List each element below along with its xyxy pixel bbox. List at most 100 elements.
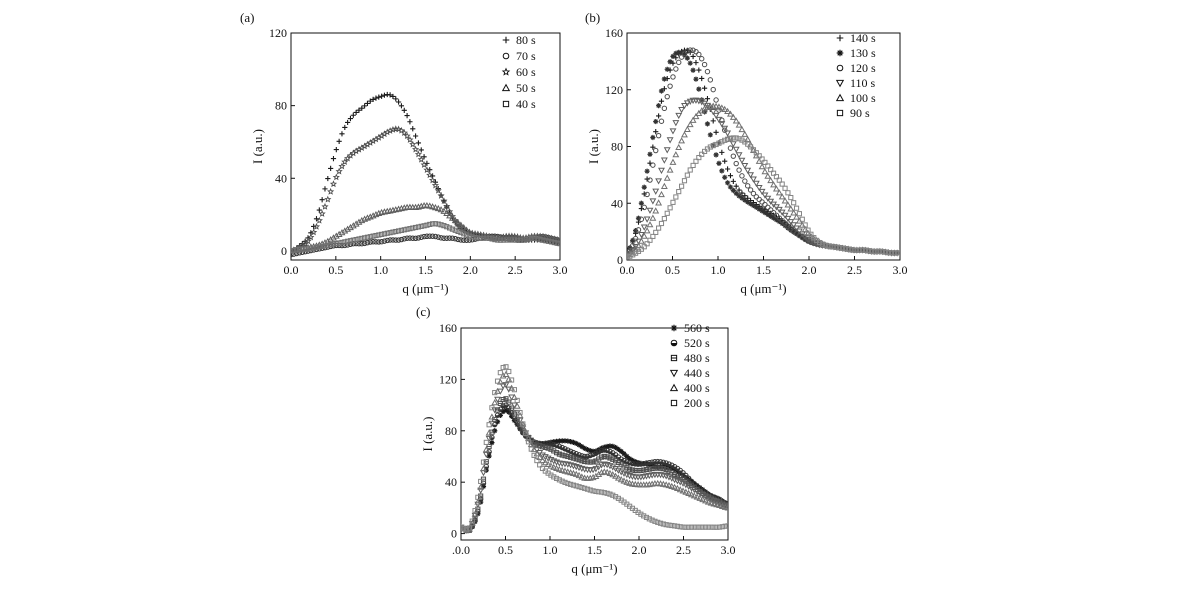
- data-point: [347, 238, 354, 244]
- data-point: [733, 183, 739, 189]
- data-point: [793, 213, 800, 220]
- data-point: [480, 235, 487, 241]
- data-point: [663, 147, 671, 154]
- data-point: [678, 137, 686, 144]
- data-point: [862, 247, 869, 253]
- data-point: [341, 158, 349, 165]
- data-point: [322, 243, 328, 249]
- data-point: [646, 221, 654, 228]
- data-point: [472, 507, 478, 514]
- data-point: [307, 233, 315, 241]
- data-point: [367, 98, 373, 104]
- data-point: [361, 240, 368, 247]
- legend-label: 70 s: [516, 49, 536, 63]
- data-point: [660, 157, 668, 164]
- data-point: [755, 184, 763, 192]
- data-point: [417, 155, 425, 163]
- data-point: [403, 132, 411, 139]
- data-point: [418, 234, 424, 240]
- data-point: [398, 103, 405, 109]
- data-point: [406, 135, 414, 143]
- data-point: [494, 412, 501, 418]
- data-point: [641, 184, 647, 190]
- data-point: [381, 238, 388, 244]
- data-point: [727, 110, 734, 117]
- data-point: [712, 112, 720, 120]
- data-point: [448, 214, 456, 221]
- data-point: [801, 225, 809, 233]
- data-point: [567, 469, 575, 476]
- data-point: [671, 483, 679, 490]
- data-point: [349, 222, 357, 229]
- data-point: [325, 175, 331, 182]
- data-point: [486, 453, 492, 459]
- data-point: [554, 240, 560, 246]
- data-point: [530, 445, 538, 453]
- data-point: [373, 95, 379, 101]
- x-tick-label: 0.0: [284, 263, 299, 277]
- data-point: [791, 229, 797, 235]
- data-point: [699, 491, 707, 499]
- data-point: [505, 375, 513, 382]
- data-point: [707, 132, 713, 138]
- series-area: [627, 47, 900, 260]
- data-point: [762, 210, 768, 216]
- data-point: [512, 237, 518, 243]
- data-point: [693, 158, 699, 164]
- data-point: [652, 518, 658, 524]
- data-point: [672, 523, 678, 529]
- data-point: [646, 466, 652, 472]
- data-point: [666, 522, 672, 528]
- data-point: [330, 234, 337, 241]
- plot-area-c: .0.0 0.5 1.0 1.5 2.0 2.5 3.0 0 40 80 120 160 q (μm⁻¹…: [420, 321, 736, 576]
- data-point: [409, 140, 417, 148]
- legend-label: 130 s: [850, 46, 876, 60]
- data-point: [359, 241, 365, 247]
- data-point: [324, 195, 332, 203]
- data-point: [353, 109, 359, 116]
- data-point: [788, 194, 794, 201]
- data-point: [837, 245, 843, 251]
- legend-marker: [670, 324, 678, 332]
- data-point: [666, 166, 674, 173]
- data-point: [710, 86, 716, 93]
- data-point: [668, 482, 676, 489]
- data-point: [576, 442, 582, 448]
- data-point: [347, 223, 354, 231]
- data-point: [483, 459, 489, 465]
- data-point: [679, 183, 685, 189]
- data-point: [500, 408, 506, 415]
- data-point: [389, 125, 397, 133]
- data-point: [680, 470, 686, 476]
- data-point: [715, 103, 723, 110]
- data-point: [750, 147, 757, 153]
- data-point: [469, 234, 475, 240]
- data-point: [579, 484, 585, 491]
- data-point: [384, 230, 390, 236]
- legend-label: 40 s: [516, 97, 536, 111]
- data-point: [722, 158, 728, 164]
- data-point: [561, 467, 569, 474]
- data-point: [710, 142, 716, 148]
- data-point: [441, 235, 447, 241]
- data-point: [379, 231, 385, 237]
- legend-marker: [670, 354, 678, 362]
- data-point: [656, 113, 662, 119]
- series-80s: [291, 91, 560, 254]
- data-point: [644, 168, 650, 174]
- data-point: [702, 497, 709, 504]
- data-point: [378, 239, 385, 245]
- data-point: [316, 207, 322, 213]
- data-point: [485, 429, 493, 436]
- data-point: [502, 382, 510, 389]
- data-point: [686, 524, 692, 530]
- data-point: [542, 440, 548, 446]
- data-point: [446, 225, 453, 231]
- data-point: [426, 171, 434, 179]
- data-point: [381, 231, 388, 237]
- data-point: [658, 118, 665, 124]
- data-point: [704, 495, 712, 502]
- data-point: [496, 378, 504, 385]
- data-point: [672, 151, 680, 158]
